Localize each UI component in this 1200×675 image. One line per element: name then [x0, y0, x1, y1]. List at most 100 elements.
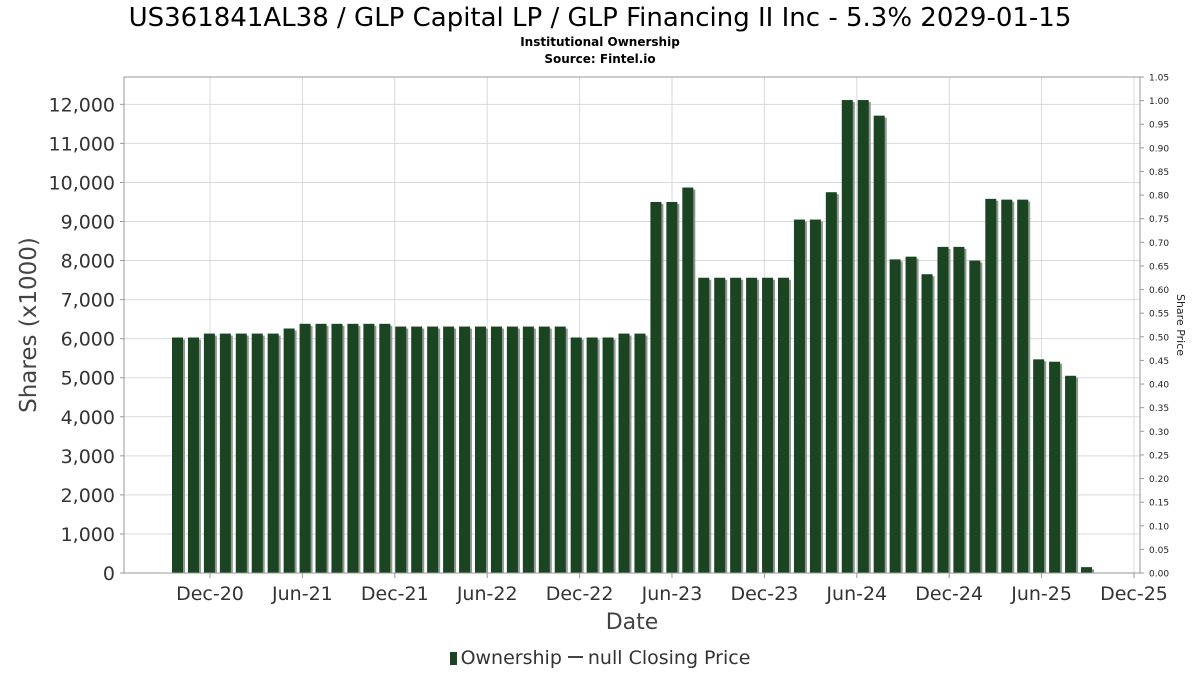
y2-tick-label: 0.85: [1149, 168, 1169, 178]
y-tick-label: 8,000: [61, 251, 115, 273]
y2-tick-label: 0.45: [1149, 357, 1169, 367]
chart-subtitle: Institutional Ownership: [520, 35, 680, 49]
ownership-bar: [793, 219, 805, 573]
ownership-bar: [203, 333, 215, 573]
ownership-bar: [554, 326, 566, 573]
x-tick-label: Jun-21: [271, 583, 333, 605]
ownership-bar: [841, 100, 853, 574]
ownership-bar: [921, 274, 933, 573]
y2-tick-label: 0.60: [1149, 286, 1169, 296]
y2-tick-label: 0.75: [1149, 215, 1169, 225]
ownership-bar: [1033, 359, 1045, 573]
y2-tick-label: 0.20: [1149, 475, 1169, 485]
ownership-bar: [283, 328, 295, 573]
y-tick-label: 2,000: [61, 485, 115, 507]
ownership-bar: [411, 326, 423, 573]
ownership-bar: [395, 326, 407, 573]
y-tick-label: 5,000: [61, 368, 115, 390]
ownership-bar: [475, 326, 486, 573]
x-tick-label: Jun-23: [641, 583, 703, 605]
ownership-bar: [905, 256, 917, 573]
ownership-bar: [1081, 567, 1092, 573]
plot-frame: [123, 76, 1141, 574]
ownership-bar: [698, 277, 710, 573]
chart-source: Source: Fintel.io: [544, 52, 656, 66]
chart-title: US361841AL38 / GLP Capital LP / GLP Fina…: [128, 3, 1072, 33]
ownership-bar: [634, 333, 646, 573]
y-tick-label: 7,000: [61, 290, 115, 312]
ownership-bar: [443, 326, 455, 573]
ownership-bar: [459, 326, 471, 573]
ownership-bar: [187, 337, 199, 573]
y2-tick-label: 0.50: [1149, 333, 1169, 343]
ownership-bar: [586, 337, 598, 573]
ownership-bar: [825, 192, 837, 574]
price-legend-line: [567, 656, 583, 658]
y-tick-label: 11,000: [49, 133, 115, 155]
y2-tick-label: 1.05: [1149, 74, 1169, 84]
ownership-bar: [857, 100, 869, 574]
ownership-bar: [347, 323, 359, 573]
y2-tick-label: 0.40: [1149, 381, 1169, 391]
y-tick-label: 10,000: [49, 172, 115, 194]
ownership-bar: [538, 326, 550, 573]
x-tick-label: Jun-25: [1010, 583, 1072, 605]
ownership-bar: [746, 277, 758, 573]
ownership-bar: [1049, 361, 1061, 573]
ownership-bar: [331, 323, 343, 573]
y-tick-label: 1,000: [61, 524, 115, 546]
x-tick-label: Dec-25: [1100, 583, 1168, 605]
ownership-legend-swatch: [449, 652, 457, 665]
y-tick-label: 12,000: [49, 94, 115, 116]
x-tick-label: Dec-20: [176, 583, 244, 605]
legend: Ownership null Closing Price: [0, 647, 1200, 669]
y2-tick-label: 0.00: [1149, 570, 1169, 580]
ownership-bar: [299, 323, 311, 573]
x-tick-label: Dec-21: [361, 583, 429, 605]
x-tick-label: Dec-22: [546, 583, 614, 605]
ownership-bar: [889, 259, 901, 573]
ownership-bar: [1065, 375, 1077, 573]
x-tick-label: Jun-24: [825, 583, 887, 605]
y2-tick-label: 0.80: [1149, 192, 1169, 202]
bars: [172, 100, 1094, 574]
ownership-bar: [809, 219, 821, 573]
ownership-bar: [363, 323, 375, 573]
ownership-bar: [985, 198, 997, 573]
ownership-bar: [506, 326, 518, 573]
x-tick-label: Dec-23: [730, 583, 798, 605]
y-tick-label: 0: [103, 563, 115, 585]
ownership-bar: [650, 201, 662, 573]
y-tick-label: 4,000: [61, 407, 115, 429]
ownership-bar: [873, 115, 885, 574]
y2-tick-label: 0.15: [1149, 499, 1169, 509]
ownership-bar: [267, 333, 279, 573]
y-tick-label: 9,000: [61, 212, 115, 234]
x-tick-label: Dec-24: [915, 583, 983, 605]
price-legend-label: null Closing Price: [587, 647, 751, 669]
y2-tick-label: 0.10: [1149, 522, 1169, 532]
ownership-bar: [219, 333, 231, 573]
ownership-bar: [315, 323, 327, 573]
ownership-bar: [714, 277, 726, 573]
ownership-bar: [570, 337, 582, 573]
y2-tick-label: 0.95: [1149, 121, 1169, 131]
ownership-bar: [602, 337, 614, 573]
ownership-bar: [778, 277, 789, 573]
y-axis-label: Shares (x1000): [16, 237, 42, 413]
y-tick-label: 3,000: [61, 446, 115, 468]
y-tick-label: 6,000: [61, 329, 115, 351]
ownership-bar: [427, 326, 439, 573]
x-tick-label: Jun-22: [456, 583, 518, 605]
axes: 0 1,000 2,000 3,000 4,000 5,000 6,000 7,000 8,00…: [49, 74, 1170, 606]
ownership-bar: [730, 277, 742, 573]
y2-tick-label: 1.00: [1149, 97, 1169, 107]
ownership-bar: [762, 277, 774, 573]
y2-tick-label: 0.55: [1149, 310, 1169, 320]
y2-axis-label: Share Price: [1174, 294, 1187, 356]
y2-tick-label: 0.25: [1149, 451, 1169, 461]
y2-tick-label: 0.30: [1149, 428, 1169, 438]
y2-tick-label: 0.05: [1149, 546, 1169, 556]
ownership-bar: [953, 246, 965, 573]
